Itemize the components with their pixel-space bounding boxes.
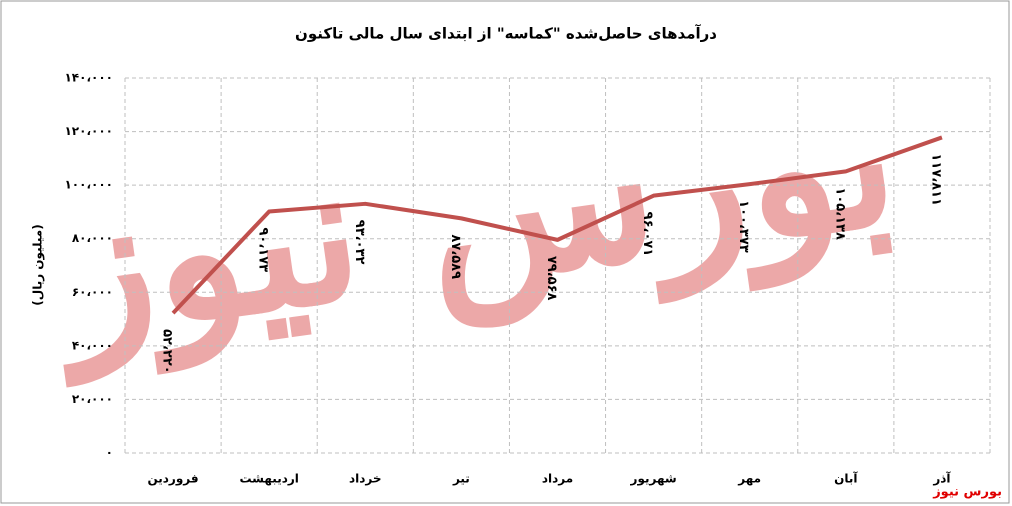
data-label: ۵۲،۲۲۰ — [160, 329, 175, 374]
x-tick-label: آبان — [834, 471, 858, 486]
data-label: ۱۰۰،۳۷۳ — [736, 200, 751, 253]
y-tick-label: ۱۲۰،۰۰۰ — [64, 124, 113, 138]
data-label: ۹۶،۰۷۱ — [640, 212, 655, 257]
x-tick-label: اردیبهشت — [239, 472, 298, 486]
data-label: ۱۰۵،۱۳۸ — [832, 187, 847, 240]
data-label: ۷۹،۵۶۸ — [544, 256, 559, 301]
y-axis-label: (میلیون ریال) — [31, 224, 46, 305]
y-tick-label: ۲۰،۰۰۰ — [72, 392, 113, 406]
x-tick-label: شهریور — [630, 472, 677, 487]
y-tick-label: ۴۰،۰۰۰ — [72, 338, 113, 352]
x-tick-label: مهر — [737, 472, 761, 486]
data-label: ۹۳،۰۳۲ — [352, 220, 367, 265]
x-tick-label: آذر — [932, 471, 951, 486]
y-tick-label: ۱۰۰،۰۰۰ — [64, 178, 113, 192]
data-label: ۸۷،۵۸۹ — [448, 234, 463, 279]
y-tick-label: ۱۴۰،۰۰۰ — [64, 71, 113, 85]
y-tick-label: ۶۰،۰۰۰ — [72, 285, 113, 299]
x-tick-label: تیر — [452, 472, 470, 486]
data-label: ۱۱۷،۸۱۱ — [928, 153, 943, 206]
x-tick-label: خرداد — [349, 472, 382, 486]
source: بورس نیوز — [932, 485, 1002, 500]
x-tick-label: مرداد — [542, 472, 573, 486]
data-label: ۹۰،۱۷۳ — [256, 227, 271, 272]
line — [171, 135, 943, 315]
chart-title: درآمدهای حاصل‌شده "کماسه" از ابتدای سال … — [295, 25, 717, 43]
y-tick-label: ۰ — [106, 446, 113, 460]
y-tick-label: ۸۰،۰۰۰ — [72, 231, 113, 245]
x-tick-label: فروردین — [147, 472, 198, 487]
